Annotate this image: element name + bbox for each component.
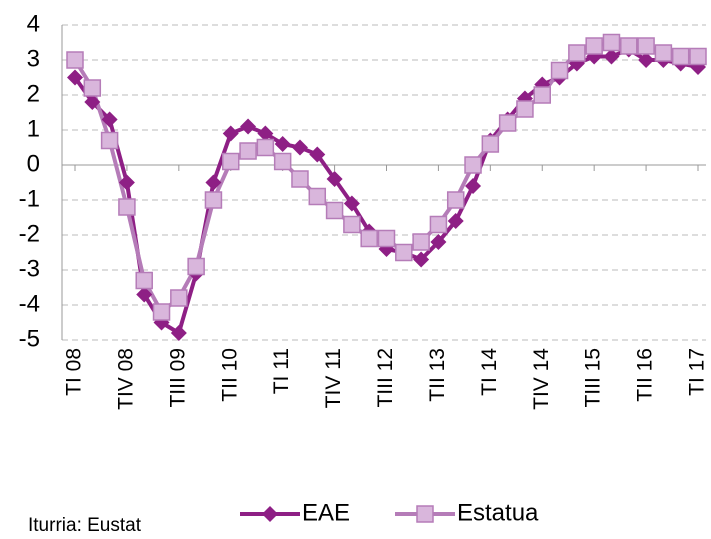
marker (240, 118, 257, 135)
marker (516, 100, 534, 118)
marker (239, 142, 257, 160)
marker (187, 257, 205, 276)
marker (308, 187, 327, 206)
marker (395, 243, 413, 262)
marker (603, 48, 620, 65)
marker (446, 191, 465, 209)
marker (118, 198, 136, 216)
y-tick-label: -1 (19, 185, 40, 212)
y-tick-label: -5 (19, 325, 40, 352)
marker (689, 47, 707, 66)
marker (118, 174, 135, 191)
marker (222, 152, 240, 171)
series-line (73, 40, 698, 316)
marker (256, 138, 275, 157)
marker (83, 79, 102, 97)
x-tick-label: TIV 11 (322, 348, 345, 408)
y-tick-label: -3 (19, 255, 40, 282)
marker (413, 251, 430, 268)
y-tick-label: 2 (27, 80, 40, 107)
x-tick-label: TII 10 (218, 348, 241, 402)
marker (204, 191, 223, 209)
y-tick-label: 4 (27, 10, 40, 37)
marker (412, 233, 430, 251)
marker (671, 47, 690, 66)
marker (498, 114, 517, 132)
marker (465, 178, 482, 194)
y-tick-label: 3 (27, 45, 40, 72)
marker (325, 201, 344, 220)
marker (67, 69, 83, 86)
marker (429, 215, 448, 234)
marker (136, 286, 153, 303)
x-tick-label: TIII 15 (582, 348, 605, 408)
marker (101, 111, 118, 128)
marker (568, 44, 586, 62)
marker (326, 171, 343, 187)
y-tick-label: -4 (19, 290, 40, 317)
marker (274, 136, 291, 152)
source: Iturria: Eustat (28, 515, 142, 536)
marker (291, 170, 309, 188)
legend-marker (262, 506, 278, 522)
marker (377, 229, 396, 248)
marker (464, 156, 482, 174)
legend-marker (416, 505, 434, 523)
x-tick-label: TIII 09 (166, 348, 189, 408)
marker (170, 325, 187, 341)
marker (84, 94, 101, 110)
x-tick-label: TI 11 (270, 348, 293, 394)
marker (257, 125, 274, 142)
legend-label: EAE (302, 499, 350, 526)
marker (100, 131, 119, 150)
marker (602, 33, 621, 52)
marker (550, 61, 569, 80)
marker (343, 215, 361, 234)
marker (620, 37, 638, 55)
marker (585, 37, 603, 55)
series-line (73, 47, 699, 337)
marker (360, 229, 378, 248)
marker (135, 271, 153, 290)
marker (481, 135, 500, 153)
marker (222, 125, 239, 142)
marker (533, 86, 551, 104)
legend-label: Estatua (457, 499, 539, 526)
x-tick-label: TI 14 (478, 348, 501, 396)
y-tick-label: -2 (19, 220, 40, 247)
marker (343, 195, 360, 212)
marker (170, 289, 188, 307)
x-tick-label: TII 16 (634, 348, 657, 402)
marker (638, 52, 655, 68)
marker (654, 44, 673, 62)
x-tick-label: TIV 14 (530, 348, 553, 410)
marker (309, 146, 326, 163)
x-tick-label: TIV 08 (114, 348, 137, 410)
x-tick-label: TI 17 (686, 348, 709, 396)
marker (273, 152, 292, 171)
x-tick-label: TIII 12 (374, 348, 397, 408)
x-tick-label: TII 13 (426, 348, 449, 402)
marker (430, 234, 447, 250)
marker (291, 139, 308, 156)
y-tick-label: 0 (27, 150, 40, 177)
y-tick-label: 1 (27, 115, 40, 142)
marker (152, 303, 171, 321)
marker (66, 51, 84, 69)
marker (637, 37, 655, 55)
marker (205, 174, 222, 191)
marker (447, 213, 464, 229)
x-tick-label: TI 08 (63, 348, 86, 396)
